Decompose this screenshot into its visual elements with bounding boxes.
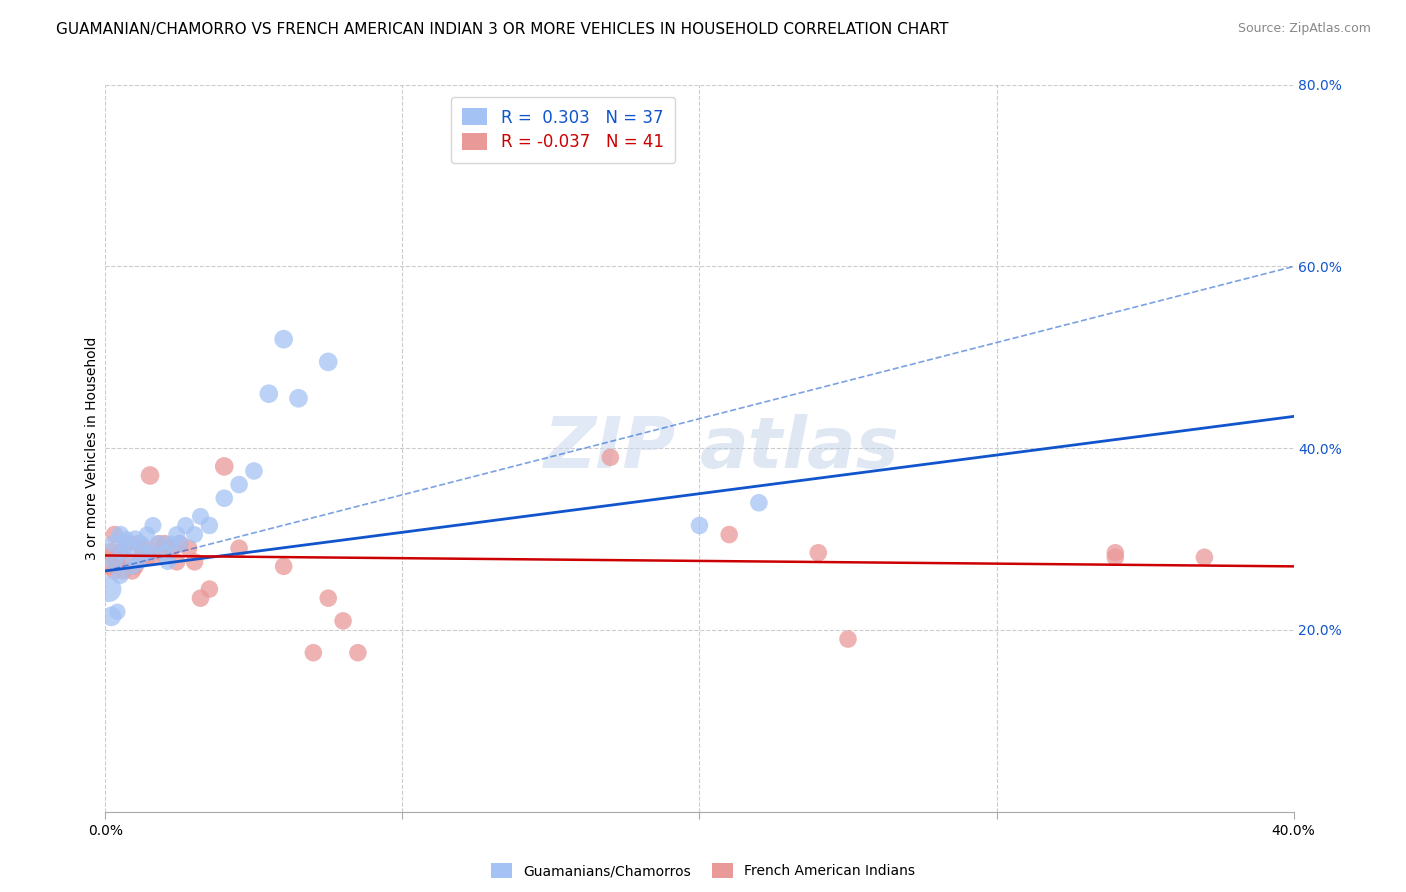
Point xyxy=(103,555,125,569)
Point xyxy=(214,491,236,506)
Point xyxy=(127,536,149,550)
Text: GUAMANIAN/CHAMORRO VS FRENCH AMERICAN INDIAN 3 OR MORE VEHICLES IN HOUSEHOLD COR: GUAMANIAN/CHAMORRO VS FRENCH AMERICAN IN… xyxy=(56,22,949,37)
Point xyxy=(273,559,295,574)
Point xyxy=(273,332,295,346)
Point xyxy=(177,541,200,556)
Point xyxy=(115,532,138,546)
Point xyxy=(118,555,141,569)
Point xyxy=(112,564,135,578)
Point xyxy=(599,450,621,465)
Point xyxy=(183,555,205,569)
Point xyxy=(332,614,354,628)
Point xyxy=(136,550,159,565)
Point xyxy=(214,459,236,474)
Point xyxy=(121,564,143,578)
Text: ZIP: ZIP xyxy=(544,414,676,483)
Point xyxy=(110,568,132,582)
Point xyxy=(150,546,173,560)
Point xyxy=(689,518,711,533)
Legend: R =  0.303   N = 37, R = -0.037   N = 41: R = 0.303 N = 37, R = -0.037 N = 41 xyxy=(450,96,675,163)
Point xyxy=(169,536,191,550)
Point xyxy=(115,536,138,550)
Point xyxy=(110,546,132,560)
Point xyxy=(243,464,266,478)
Point xyxy=(142,518,165,533)
Point xyxy=(156,555,179,569)
Point xyxy=(316,591,339,606)
Point xyxy=(103,536,125,550)
Text: Source: ZipAtlas.com: Source: ZipAtlas.com xyxy=(1237,22,1371,36)
Point xyxy=(169,536,191,550)
Point xyxy=(347,646,370,660)
Point xyxy=(190,591,212,606)
Point xyxy=(198,582,221,596)
Point xyxy=(159,541,181,556)
Point xyxy=(166,527,188,541)
Point xyxy=(103,527,125,541)
Point xyxy=(148,536,170,550)
Point xyxy=(718,527,741,541)
Point xyxy=(190,509,212,524)
Point xyxy=(139,468,162,483)
Point xyxy=(174,518,197,533)
Point xyxy=(183,527,205,541)
Point xyxy=(153,536,176,550)
Point xyxy=(159,536,181,550)
Point xyxy=(302,646,325,660)
Point xyxy=(257,386,280,401)
Point xyxy=(153,546,176,560)
Point xyxy=(228,541,250,556)
Point xyxy=(166,555,188,569)
Point xyxy=(1194,550,1216,565)
Point xyxy=(124,532,146,546)
Point xyxy=(110,527,132,541)
Point xyxy=(97,582,120,596)
Text: atlas: atlas xyxy=(700,414,900,483)
Point xyxy=(287,391,309,405)
Point xyxy=(129,536,152,550)
Point xyxy=(139,546,162,560)
Point xyxy=(316,355,339,369)
Point xyxy=(124,559,146,574)
Point xyxy=(748,496,770,510)
Point xyxy=(1104,546,1126,560)
Point xyxy=(807,546,830,560)
Point xyxy=(142,550,165,565)
Point xyxy=(100,609,122,624)
Point xyxy=(136,527,159,541)
Point xyxy=(129,550,152,565)
Point xyxy=(228,477,250,491)
Point xyxy=(103,564,125,578)
Legend: Guamanians/Chamorros, French American Indians: Guamanians/Chamorros, French American In… xyxy=(484,856,922,885)
Point xyxy=(1104,550,1126,565)
Point xyxy=(100,546,122,560)
Point xyxy=(132,541,155,556)
Point xyxy=(132,546,155,560)
Point xyxy=(198,518,221,533)
Point xyxy=(148,536,170,550)
Point xyxy=(97,555,120,569)
Point xyxy=(112,546,135,560)
Point xyxy=(127,555,149,569)
Point xyxy=(105,605,128,619)
Y-axis label: 3 or more Vehicles in Household: 3 or more Vehicles in Household xyxy=(84,336,98,560)
Point xyxy=(121,559,143,574)
Point xyxy=(118,541,141,556)
Point xyxy=(105,555,128,569)
Point xyxy=(837,632,859,646)
